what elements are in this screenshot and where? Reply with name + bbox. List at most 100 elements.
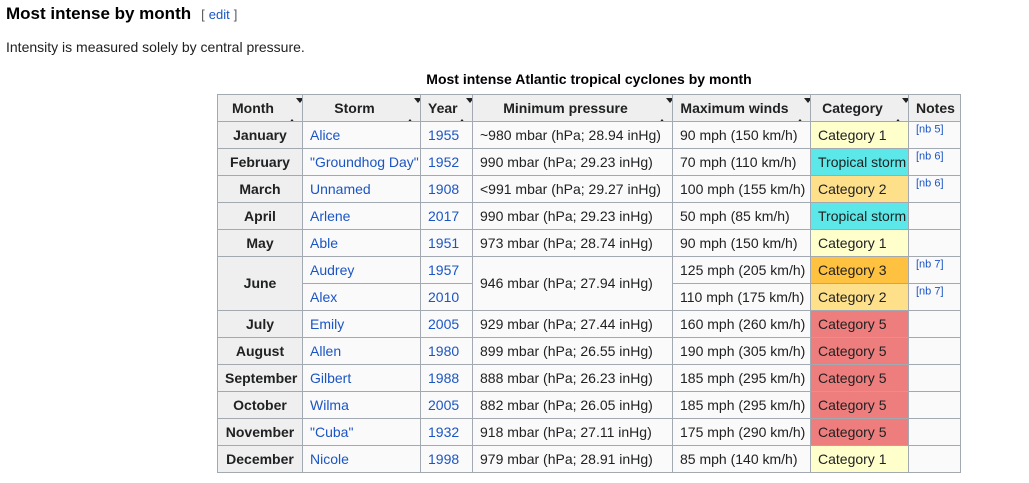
note-sup: [nb 7] (916, 285, 944, 297)
storm-link[interactable]: Nicole (310, 450, 349, 467)
table-row: March Unnamed 1908 <991 mbar (hPa; 29.27 in… (217, 175, 961, 203)
table-header: Month Storm Year Minimum pressure Maximum wi… (217, 94, 961, 122)
year-link[interactable]: 1998 (428, 450, 460, 467)
note-link[interactable]: [nb 5] (916, 123, 944, 136)
storm-link[interactable]: Audrey (310, 261, 355, 278)
pressure-cell: 946 mbar (hPa; 27.94 inHg) (472, 256, 673, 311)
year-link[interactable]: 2005 (428, 315, 460, 332)
column-label: Maximum winds (680, 99, 789, 116)
month-cell: May (217, 229, 303, 257)
pressure-cell: 979 mbar (hPa; 28.91 inHg) (472, 445, 673, 473)
year-cell: 1957 (420, 256, 473, 284)
table-row: December Nicole 1998 979 mbar (hPa; 28.91 i… (217, 445, 961, 473)
pressure-cell: ~980 mbar (hPa; 28.94 inHg) (472, 121, 673, 149)
storm-link[interactable]: Alex (310, 288, 338, 305)
winds-cell: 185 mph (295 km/h) (672, 391, 811, 419)
winds-cell: 185 mph (295 km/h) (672, 364, 811, 392)
pressure-cell: 899 mbar (hPa; 26.55 inHg) (472, 337, 673, 365)
category-cell: Category 1 (810, 121, 909, 149)
edit-bracket-close: ] (233, 7, 238, 22)
notes-cell (908, 364, 961, 392)
note-link[interactable]: [nb 6] (916, 150, 944, 163)
table-container: Most intense Atlantic tropical cyclones … (217, 71, 961, 473)
storm-link[interactable]: Allen (310, 342, 342, 359)
year-link[interactable]: 2017 (428, 207, 460, 224)
category-cell: Category 1 (810, 229, 909, 257)
storm-cell: "Cuba" (302, 418, 421, 446)
pressure-cell: 918 mbar (hPa; 27.11 inHg) (472, 418, 673, 446)
column-header-year[interactable]: Year (420, 94, 473, 122)
pressure-cell: 990 mbar (hPa; 29.23 inHg) (472, 202, 673, 230)
storm-cell: Gilbert (302, 364, 421, 392)
note-sup: [nb 6] (916, 177, 944, 189)
year-link[interactable]: 1957 (428, 261, 460, 278)
storm-cell: "Groundhog Day" (302, 148, 421, 176)
year-link[interactable]: 1908 (428, 180, 460, 197)
winds-cell: 190 mph (305 km/h) (672, 337, 811, 365)
category-cell: Tropical storm (810, 148, 909, 176)
storm-link[interactable]: Able (310, 234, 339, 251)
column-header-storm[interactable]: Storm (302, 94, 421, 122)
year-link[interactable]: 1952 (428, 153, 460, 170)
month-cell: June (217, 256, 303, 311)
storm-link[interactable]: "Groundhog Day" (310, 153, 419, 170)
storm-cell: Wilma (302, 391, 421, 419)
winds-cell: 110 mph (175 km/h) (672, 283, 811, 311)
category-cell: Category 5 (810, 391, 909, 419)
pressure-cell: 973 mbar (hPa; 28.74 inHg) (472, 229, 673, 257)
note-link[interactable]: [nb 7] (916, 258, 944, 271)
intro-paragraph: Intensity is measured solely by central … (6, 39, 305, 55)
column-header-maximum-winds[interactable]: Maximum winds (672, 94, 811, 122)
table-row: September Gilbert 1988 888 mbar (hPa; 26.23… (217, 364, 961, 392)
notes-cell (908, 310, 961, 338)
storm-cell: Arlene (302, 202, 421, 230)
note-link[interactable]: [nb 6] (916, 177, 944, 190)
column-header-category[interactable]: Category (810, 94, 909, 122)
winds-cell: 125 mph (205 km/h) (672, 256, 811, 284)
year-link[interactable]: 2010 (428, 288, 460, 305)
year-link[interactable]: 1932 (428, 423, 460, 440)
table-row: June Audrey 1957 946 mbar (hPa; 27.94 inHg)… (217, 256, 961, 311)
column-header-minimum-pressure[interactable]: Minimum pressure (472, 94, 673, 122)
storm-cell: Nicole (302, 445, 421, 473)
storm-link[interactable]: Gilbert (310, 369, 352, 386)
year-cell: 1951 (420, 229, 473, 257)
year-link[interactable]: 1951 (428, 234, 460, 251)
year-cell: 1955 (420, 121, 473, 149)
year-link[interactable]: 1980 (428, 342, 460, 359)
storm-link[interactable]: Emily (310, 315, 345, 332)
sort-icon (894, 98, 908, 121)
month-cell: February (217, 148, 303, 176)
year-cell: 1908 (420, 175, 473, 203)
table-row: July Emily 2005 929 mbar (hPa; 27.44 inHg) 1… (217, 310, 961, 338)
notes-cell: [nb 6] (908, 175, 961, 203)
notes-cell (908, 229, 961, 257)
column-label: Month (232, 99, 274, 116)
winds-cell: 90 mph (150 km/h) (672, 229, 811, 257)
edit-link[interactable]: edit (208, 7, 230, 22)
storm-link[interactable]: Unnamed (310, 180, 371, 197)
pressure-cell: 990 mbar (hPa; 29.23 inHg) (472, 148, 673, 176)
year-link[interactable]: 1955 (428, 126, 460, 143)
month-cell: April (217, 202, 303, 230)
month-cell: July (217, 310, 303, 338)
storm-link[interactable]: "Cuba" (310, 423, 354, 440)
storm-link[interactable]: Alice (310, 126, 341, 143)
storm-cell: Allen (302, 337, 421, 365)
year-link[interactable]: 2005 (428, 396, 460, 413)
note-link[interactable]: [nb 7] (916, 285, 944, 298)
year-cell: 1952 (420, 148, 473, 176)
column-header-month[interactable]: Month (217, 94, 303, 122)
year-cell: 1980 (420, 337, 473, 365)
storm-link[interactable]: Arlene (310, 207, 351, 224)
category-cell: Category 5 (810, 337, 909, 365)
notes-cell: [nb 6] (908, 148, 961, 176)
category-cell: Category 2 (810, 175, 909, 203)
storm-cell: Alice (302, 121, 421, 149)
section-heading: Most intense by month [edit] (6, 4, 1029, 25)
year-cell: 2017 (420, 202, 473, 230)
year-link[interactable]: 1988 (428, 369, 460, 386)
column-header-notes: Notes (908, 94, 961, 122)
note-sup: [nb 7] (916, 258, 944, 270)
storm-link[interactable]: Wilma (310, 396, 349, 413)
